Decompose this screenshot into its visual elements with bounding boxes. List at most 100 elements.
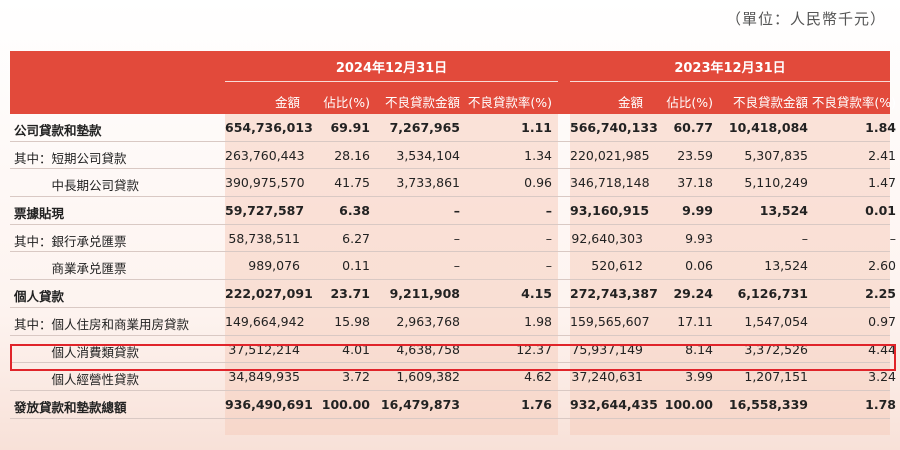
table-cell: 29.24 — [673, 286, 713, 302]
table-row: 中長期公司貸款 390,975,570 41.75 3,733,861 0.96 346,… — [10, 169, 896, 198]
table-cell: 2,963,768 — [396, 313, 460, 329]
col-header-amount-2023: 金額 — [617, 95, 643, 110]
table-cell: 13,524 — [759, 203, 808, 219]
table-cell: 1.84 — [865, 120, 896, 135]
table-row: 商業承兑匯票 989,076 0.11 – – 520,612 0.06 13,524 2.60 — [10, 252, 896, 281]
table-cell: 2.60 — [868, 258, 896, 274]
table-cell: 100.00 — [321, 396, 370, 412]
loan-table: 2024年12月31日 2023年12月31日 金額 佔比(%) 不良貸款金額 … — [10, 51, 896, 435]
table-cell: 23.59 — [677, 147, 713, 163]
table-cell: 37.18 — [677, 175, 713, 191]
table-cell: 15.98 — [334, 313, 370, 329]
table-cell: 1.11 — [521, 120, 552, 135]
table-cell: 6.27 — [342, 230, 370, 246]
table-cell: 149,664,942 — [225, 313, 305, 329]
table-cell: – — [453, 258, 460, 274]
table-cell: – — [453, 230, 460, 246]
table-cell: 5,307,835 — [744, 147, 808, 163]
table-cell: 222,027,091 — [225, 286, 313, 302]
table-cell: 0.01 — [865, 203, 896, 219]
col-header-npl-amount-2024: 不良貸款金額 — [384, 95, 460, 110]
table-cell: 93,160,915 — [570, 203, 650, 219]
table-cell: 41.75 — [334, 175, 370, 191]
table-row: 其中：銀行承兑匯票 58,738,511 6.27 – – 92,640,303 9.93 –… — [10, 225, 896, 253]
table-cell: 3.99 — [685, 369, 713, 385]
table-cell: 16,479,873 — [380, 396, 460, 412]
table-cell: 92,640,303 — [571, 230, 643, 246]
table-cell: 10,418,084 — [728, 120, 808, 135]
row-label: 商業承兑匯票 — [14, 261, 127, 277]
table-cell: 34,849,935 — [228, 369, 300, 385]
table-cell: 37,240,631 — [571, 369, 643, 385]
table-cell: 7,267,965 — [389, 120, 460, 135]
table-cell: 0.96 — [524, 175, 552, 191]
table-cell: 16,558,339 — [728, 396, 808, 412]
table-cell: 3,733,861 — [396, 175, 460, 191]
row-label: 個人消費類貸款 — [14, 344, 140, 360]
table-cell: 12.37 — [516, 341, 552, 357]
table-cell: 2.41 — [868, 147, 896, 163]
table-cell: – — [545, 258, 552, 274]
table-cell: 0.06 — [685, 258, 713, 274]
table-cell: 3.24 — [868, 369, 896, 385]
table-cell: 989,076 — [248, 258, 300, 274]
table-cell: – — [889, 230, 896, 246]
table-cell: – — [453, 203, 460, 219]
table-cell: 9.93 — [685, 230, 713, 246]
table-cell: 390,975,570 — [225, 175, 305, 191]
table-body: 公司貸款和墊款 654,736,013 69.91 7,267,965 1.11 566,… — [10, 114, 896, 419]
table-cell: 75,937,149 — [571, 341, 643, 357]
table-cell: 3,534,104 — [396, 147, 460, 163]
col-header-npl-ratio-2023: 不良貸款率(%) — [811, 95, 896, 110]
table-cell: 6.38 — [339, 203, 370, 219]
table-cell: 58,738,511 — [228, 230, 300, 246]
table-cell: 1,207,151 — [744, 369, 808, 385]
table-cell: 9,211,908 — [389, 286, 460, 302]
table-row: 公司貸款和墊款 654,736,013 69.91 7,267,965 1.11 566,… — [10, 114, 896, 142]
table-cell: 4.01 — [342, 341, 370, 357]
unit-note: （單位：人民幣千元） — [725, 10, 886, 28]
row-label: 其中：短期公司貸款 — [14, 150, 127, 166]
table-cell: 1.78 — [865, 396, 896, 412]
table-cell: 37,512,214 — [228, 341, 300, 357]
table-row: 票據貼現 59,727,587 6.38 – – 93,160,915 9.99 13,524… — [10, 197, 896, 225]
table-cell: 932,644,435 — [570, 396, 658, 412]
year-2023-header: 2023年12月31日 — [570, 57, 890, 82]
row-label: 發放貸款和墊款總額 — [14, 399, 127, 415]
table-cell: 0.11 — [342, 258, 370, 274]
table-cell: 346,718,148 — [570, 175, 650, 191]
col-header-share-2023: 佔比(%) — [666, 95, 713, 110]
year-2024-header: 2024年12月31日 — [225, 57, 558, 82]
row-label: 中長期公司貸款 — [14, 178, 140, 194]
table-row: 其中：個人住房和商業用房貸款 149,664,942 15.98 2,963,768 1… — [10, 308, 896, 336]
table-row: 發放貸款和墊款總額 936,490,691 100.00 16,479,873 1.76… — [10, 391, 896, 419]
table-row: 個人貸款 222,027,091 23.71 9,211,908 4.15 272,743… — [10, 280, 896, 308]
table-cell: 1.47 — [868, 175, 896, 191]
table-cell: 8.14 — [685, 341, 713, 357]
table-cell: 60.77 — [673, 120, 713, 135]
table-cell: 4.15 — [521, 286, 552, 302]
col-header-npl-ratio-2024: 不良貸款率(%) — [467, 95, 552, 110]
table-cell: 3.72 — [342, 369, 370, 385]
table-cell: 1.98 — [524, 313, 552, 329]
table-cell: 69.91 — [330, 120, 370, 135]
row-label: 公司貸款和墊款 — [14, 123, 102, 138]
table-cell: – — [545, 203, 552, 219]
table-cell: 4,638,758 — [396, 341, 460, 357]
table-cell: 6,126,731 — [737, 286, 808, 302]
table-cell: 2.25 — [865, 286, 896, 302]
row-label: 其中：個人住房和商業用房貸款 — [14, 316, 190, 332]
table-cell: 5,110,249 — [744, 175, 808, 191]
table-cell: 220,021,985 — [570, 147, 650, 163]
table-row: 個人消費類貸款 37,512,214 4.01 4,638,758 12.37 75,93… — [10, 336, 896, 364]
table-cell: 23.71 — [330, 286, 370, 302]
row-label: 其中：銀行承兑匯票 — [14, 233, 127, 249]
table-cell: 0.97 — [868, 313, 896, 329]
table-cell: 272,743,387 — [570, 286, 658, 302]
table-cell: 936,490,691 — [225, 396, 313, 412]
table-cell: 1,547,054 — [744, 313, 808, 329]
col-header-npl-amount-2023: 不良貸款金額 — [732, 95, 808, 110]
table-cell: 159,565,607 — [570, 313, 650, 329]
table-cell: 566,740,133 — [570, 120, 658, 135]
table-cell: 1,609,382 — [396, 369, 460, 385]
